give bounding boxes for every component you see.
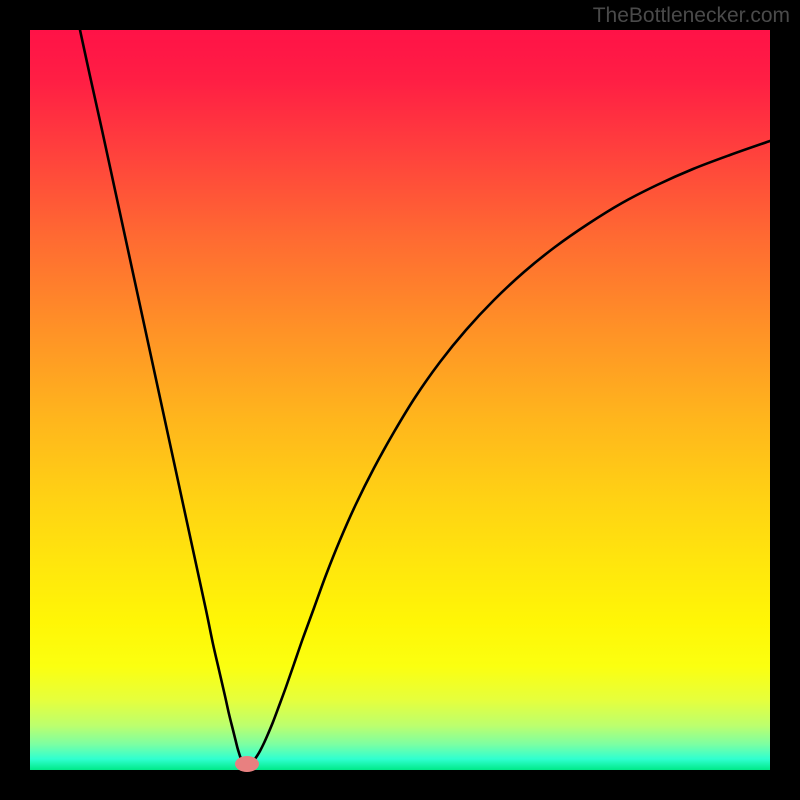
chart-curve-layer: [30, 30, 770, 770]
attribution-text: TheBottlenecker.com: [593, 4, 790, 28]
optimal-point-marker: [235, 756, 259, 772]
bottleneck-curve: [80, 30, 770, 764]
chart-frame: [30, 30, 770, 770]
